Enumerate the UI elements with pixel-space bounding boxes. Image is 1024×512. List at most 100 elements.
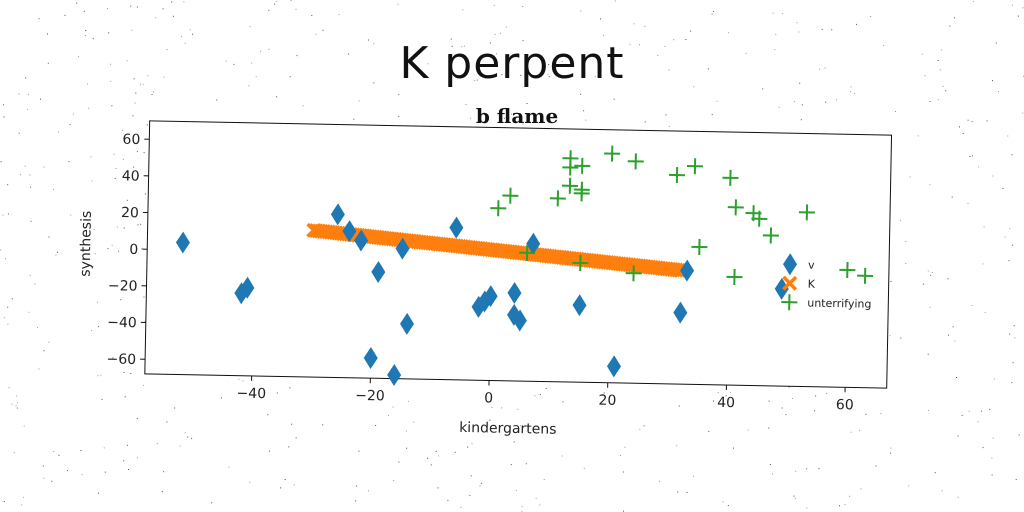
noise-speck (268, 48, 270, 50)
noise-speck (295, 8, 297, 10)
noise-speck (937, 99, 939, 101)
noise-speck (1011, 154, 1013, 156)
noise-speck (133, 78, 135, 80)
noise-speck (120, 299, 122, 301)
noise-speck (16, 407, 18, 409)
noise-speck (126, 444, 128, 446)
noise-speck (143, 384, 145, 386)
noise-speck (136, 151, 138, 153)
noise-speck (927, 270, 929, 272)
noise-speck (91, 330, 93, 332)
y-tick-label: 20 (121, 205, 139, 221)
noise-speck (116, 226, 118, 228)
noise-speck (1012, 244, 1014, 246)
noise-speck (72, 113, 74, 115)
noise-speck (53, 188, 54, 190)
noise-speck (791, 398, 793, 399)
noise-speck (302, 105, 304, 107)
noise-speck (1014, 337, 1016, 339)
v-series-diamond-point (507, 303, 522, 326)
v-series-diamond-point (774, 277, 789, 300)
noise-speck (962, 133, 964, 134)
noise-speck (954, 340, 956, 342)
v-series-diamond-point (512, 309, 527, 332)
noise-speck (622, 471, 624, 473)
noise-speck (493, 4, 495, 6)
noise-speck (814, 410, 816, 412)
noise-speck (166, 49, 168, 50)
noise-speck (81, 474, 83, 476)
noise-speck (121, 323, 123, 325)
noise-speck (7, 323, 9, 325)
v-series-diamond-point (175, 231, 190, 254)
noise-speck (548, 64, 550, 65)
v-series-diamond-point (449, 216, 464, 239)
noise-speck (644, 121, 646, 123)
noise-speck (954, 17, 956, 19)
noise-speck (290, 0, 292, 1)
noise-speck (856, 23, 857, 25)
noise-speck (969, 156, 971, 157)
noise-speck (908, 485, 910, 487)
noise-speck (768, 400, 770, 402)
noise-speck (824, 67, 826, 69)
noise-speck (97, 301, 98, 303)
noise-speck (711, 13, 713, 15)
noise-speck (819, 68, 821, 70)
noise-speck (110, 63, 112, 65)
legend-plus-marker (781, 294, 798, 311)
unterrifying-series-plus-point (839, 261, 856, 279)
noise-speck (929, 184, 931, 186)
noise-speck (171, 1, 173, 3)
noise-speck (462, 9, 464, 11)
noise-speck (539, 394, 541, 396)
noise-speck (993, 378, 995, 380)
noise-speck (815, 395, 817, 397)
noise-speck (322, 424, 324, 426)
noise-speck (520, 425, 522, 427)
noise-speck (580, 93, 582, 95)
noise-speck (373, 82, 375, 84)
noise-speck (561, 61, 563, 62)
noise-speck (685, 39, 687, 40)
noise-speck (40, 98, 41, 100)
noise-speck (747, 429, 749, 431)
noise-speck (982, 263, 984, 265)
noise-speck (267, 414, 269, 416)
v-series-diamond-point (572, 294, 587, 317)
noise-speck (583, 467, 585, 469)
noise-speck (103, 447, 105, 449)
noise-speck (624, 446, 626, 448)
noise-speck (358, 450, 360, 452)
noise-speck (543, 479, 545, 480)
v-series-diamond-point (400, 312, 415, 335)
unterrifying-series-plus-point (691, 238, 708, 255)
noise-speck (156, 443, 158, 445)
noise-speck (220, 397, 222, 399)
noise-speck (489, 419, 491, 421)
noise-speck (1009, 333, 1011, 335)
noise-speck (68, 161, 70, 163)
noise-speck (387, 414, 389, 416)
noise-speck (511, 113, 512, 115)
v-series-diamond-point (330, 203, 345, 226)
noise-speck (187, 436, 189, 438)
noise-speck (53, 451, 55, 452)
noise-speck (686, 491, 688, 493)
noise-speck (184, 432, 186, 434)
noise-speck (895, 111, 896, 112)
noise-speck (977, 421, 979, 423)
noise-speck (29, 174, 31, 176)
noise-speck (717, 392, 719, 394)
noise-speck (249, 481, 251, 483)
noise-speck (163, 471, 165, 473)
noise-speck (1008, 260, 1010, 262)
noise-speck (83, 10, 85, 12)
noise-speck (850, 86, 852, 88)
unterrifying-series-plus-point (727, 199, 744, 216)
noise-speck (799, 82, 801, 84)
noise-speck (398, 116, 400, 118)
noise-speck (1017, 15, 1019, 17)
noise-speck (865, 413, 867, 415)
noise-speck (368, 39, 369, 41)
